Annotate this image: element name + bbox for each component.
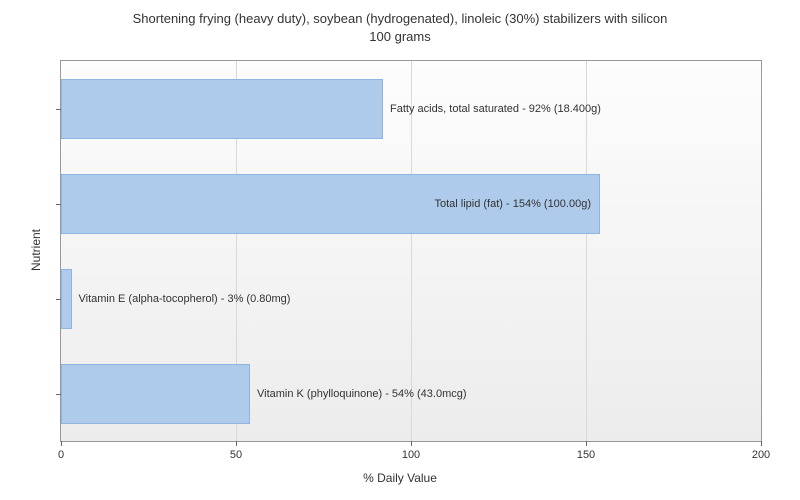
bar-label: Vitamin K (phylloquinone) - 54% (43.0mcg… bbox=[257, 388, 467, 400]
gridline bbox=[411, 61, 412, 441]
x-tick-mark bbox=[586, 441, 587, 446]
x-axis-label: % Daily Value bbox=[0, 471, 800, 485]
x-tick-label: 100 bbox=[402, 449, 420, 461]
x-tick-mark bbox=[761, 441, 762, 446]
x-tick-label: 50 bbox=[230, 449, 242, 461]
y-tick-mark bbox=[56, 109, 61, 110]
x-tick-mark bbox=[411, 441, 412, 446]
plot-area: 050100150200Fatty acids, total saturated… bbox=[60, 60, 762, 442]
y-axis-label: Nutrient bbox=[29, 229, 43, 271]
x-tick-label: 0 bbox=[58, 449, 64, 461]
bar: Vitamin E (alpha-tocopherol) - 3% (0.80m… bbox=[61, 269, 72, 329]
bar: Total lipid (fat) - 154% (100.00g) bbox=[61, 174, 600, 234]
y-tick-mark bbox=[56, 204, 61, 205]
y-tick-mark bbox=[56, 299, 61, 300]
bar: Fatty acids, total saturated - 92% (18.4… bbox=[61, 79, 383, 139]
gridline bbox=[586, 61, 587, 441]
y-tick-mark bbox=[56, 394, 61, 395]
title-line-1: Shortening frying (heavy duty), soybean … bbox=[133, 11, 668, 26]
bar: Vitamin K (phylloquinone) - 54% (43.0mcg… bbox=[61, 364, 250, 424]
title-line-2: 100 grams bbox=[369, 29, 430, 44]
bar-label: Fatty acids, total saturated - 92% (18.4… bbox=[390, 103, 601, 115]
bar-label: Total lipid (fat) - 154% (100.00g) bbox=[434, 198, 591, 210]
bar-label: Vitamin E (alpha-tocopherol) - 3% (0.80m… bbox=[79, 293, 291, 305]
x-tick-mark bbox=[236, 441, 237, 446]
x-tick-label: 150 bbox=[577, 449, 595, 461]
x-tick-label: 200 bbox=[752, 449, 770, 461]
x-tick-mark bbox=[61, 441, 62, 446]
chart-title: Shortening frying (heavy duty), soybean … bbox=[0, 10, 800, 46]
chart-container: Shortening frying (heavy duty), soybean … bbox=[0, 0, 800, 500]
